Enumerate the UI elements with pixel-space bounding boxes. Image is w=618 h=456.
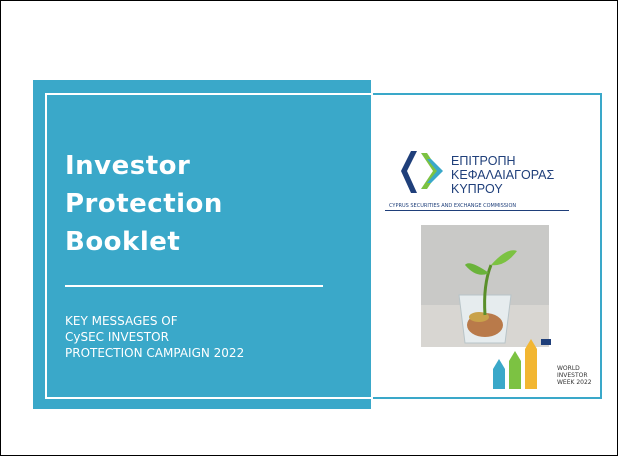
- logo-text: ΕΠΙΤΡΟΠΗ ΚΕΦΑΛΑΙΑΓΟΡΑΣ ΚΥΠΡΟΥ: [451, 154, 554, 196]
- title-line: Investor: [65, 151, 191, 181]
- title-line: Protection: [65, 189, 223, 219]
- logo-subtitle: CYPRUS SECURITIES AND EXCHANGE COMMISSIO…: [389, 203, 517, 209]
- subtitle: KEY MESSAGES OF CySEC INVESTOR PROTECTIO…: [65, 313, 244, 361]
- event-logo: [493, 339, 551, 389]
- logo-line: ΚΥΠΡΟΥ: [451, 182, 503, 196]
- event-text: WORLD INVESTOR WEEK 2022: [557, 365, 592, 386]
- photo: [421, 225, 549, 347]
- logo-line: ΕΠΙΤΡΟΠΗ: [451, 154, 516, 168]
- event-line: WEEK 2022: [557, 379, 592, 386]
- subtitle-line: CySEC INVESTOR: [65, 330, 169, 344]
- subtitle-line: PROTECTION CAMPAIGN 2022: [65, 346, 245, 360]
- blue-panel: [33, 80, 371, 409]
- title: Investor Protection Booklet: [65, 147, 223, 261]
- inner-frame: [45, 93, 373, 399]
- logo-rule: [385, 210, 569, 211]
- logo-line: ΚΕΦΑΛΑΙΑΓΟΡΑΣ: [451, 168, 555, 182]
- logo-icon: [401, 151, 443, 193]
- subtitle-line: KEY MESSAGES OF: [65, 314, 178, 328]
- event-line: INVESTOR: [557, 372, 588, 379]
- event-line: WORLD: [557, 365, 580, 372]
- divider: [65, 285, 323, 287]
- title-line: Booklet: [65, 227, 181, 257]
